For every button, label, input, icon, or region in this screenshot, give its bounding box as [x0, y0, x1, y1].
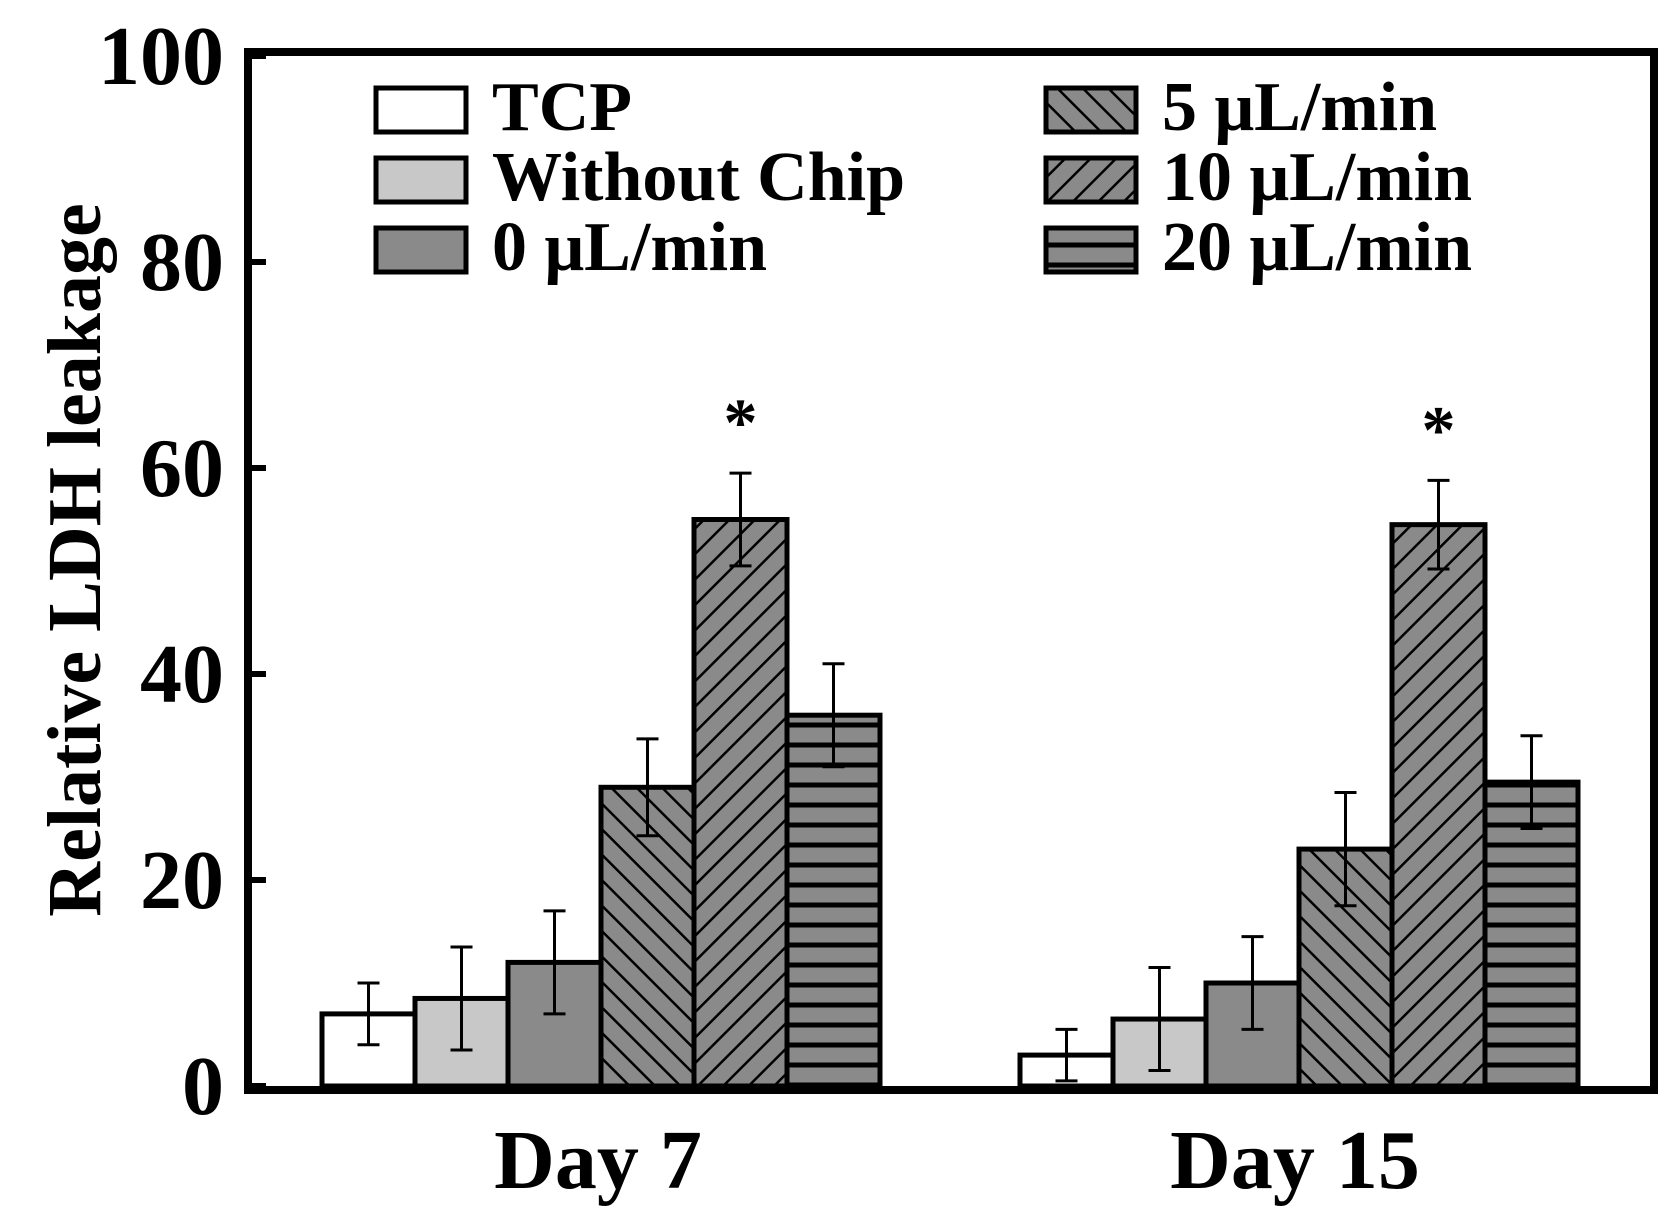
legend-swatch [1043, 225, 1139, 275]
error-bar-day-7-3 [636, 737, 659, 838]
y-axis-title: Relative LDH leakage [33, 203, 117, 916]
legend-label: TCP [492, 69, 632, 146]
error-bar-day-15-1 [1148, 966, 1171, 1073]
error-bar-day-7-2 [543, 909, 566, 1016]
legend-label: 5 μL/min [1162, 69, 1437, 146]
error-bars-layer [357, 471, 1543, 1083]
error-bar-day-15-2 [1241, 935, 1264, 1031]
legend-swatch [373, 85, 469, 135]
error-bar-day-15-5 [1520, 734, 1543, 830]
annotations-layer: * * [724, 384, 1456, 467]
y-tick-label: 40 [140, 628, 224, 721]
plot-frame [244, 48, 1658, 1094]
legend-item: 0 μL/min [373, 209, 767, 286]
error-bar-day-7-0 [357, 981, 380, 1047]
legend-item: 5 μL/min [1043, 69, 1437, 146]
legend-label: 0 μL/min [492, 209, 767, 286]
legend-swatch [373, 155, 469, 205]
y-tick-label: 100 [98, 10, 224, 103]
bars-layer [319, 517, 1581, 1089]
bar-day-7-4 [691, 517, 790, 1089]
x-category-label: Day 15 [1170, 1114, 1420, 1207]
error-bar-day-7-5 [822, 662, 845, 769]
y-axis: 0 20 40 60 80 100 [98, 10, 266, 1133]
legend-swatch [1043, 155, 1139, 205]
legend-swatch [373, 225, 469, 275]
y-tick-label: 0 [182, 1040, 224, 1133]
error-bar-day-7-1 [450, 945, 473, 1052]
error-bar-day-15-4 [1427, 478, 1450, 571]
error-bar-day-15-3 [1334, 790, 1357, 908]
y-tick-label: 60 [140, 422, 224, 515]
y-tick-label: 80 [140, 216, 224, 309]
significance-marker-0: * [724, 384, 758, 460]
legend-label: 20 μL/min [1162, 209, 1472, 286]
x-category-label: Day 7 [494, 1114, 702, 1207]
error-bar-day-15-0 [1055, 1027, 1078, 1083]
legend-swatch [1043, 85, 1139, 135]
error-bar-day-7-4 [729, 471, 752, 568]
legend-label: Without Chip [492, 139, 905, 216]
y-tick-label: 20 [140, 834, 224, 927]
x-axis: Day 7 Day 15 [494, 1114, 1420, 1207]
legend-item: Without Chip [373, 139, 905, 216]
legend-item: 20 μL/min [1043, 209, 1472, 286]
significance-marker-1: * [1422, 391, 1456, 467]
bar-day-15-4 [1389, 522, 1488, 1089]
bar-day-7-5 [784, 712, 883, 1089]
legend-item: 10 μL/min [1043, 139, 1472, 216]
legend-item: TCP [373, 69, 632, 146]
legend-label: 10 μL/min [1162, 139, 1472, 216]
